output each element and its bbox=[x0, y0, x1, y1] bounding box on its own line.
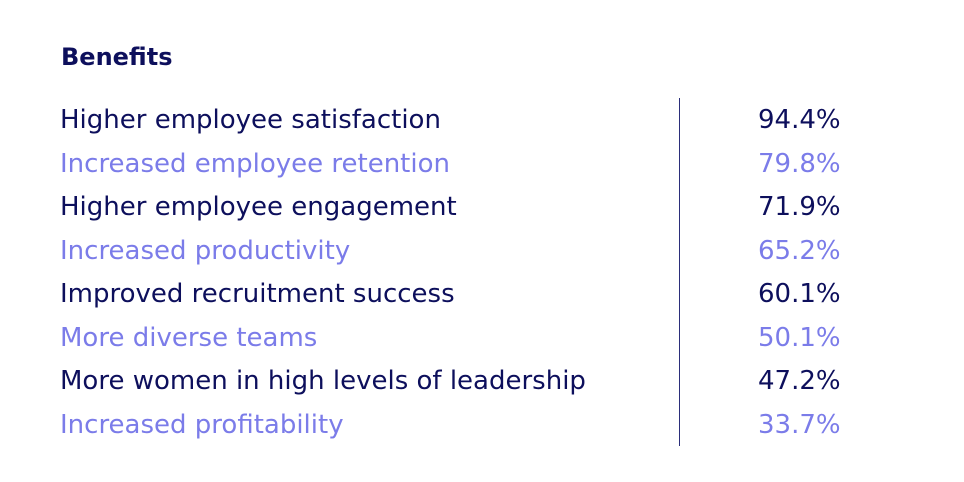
table-row: Higher employee engagement 71.9% bbox=[0, 186, 964, 230]
benefit-percentage: 71.9% bbox=[758, 192, 841, 222]
table-title: Benefits bbox=[61, 43, 173, 71]
benefit-percentage: 50.1% bbox=[758, 322, 841, 353]
table-row: Higher employee satisfaction 94.4% bbox=[0, 99, 964, 143]
table-row: More diverse teams 50.1% bbox=[0, 317, 964, 361]
benefit-label: Improved recruitment success bbox=[60, 279, 455, 309]
benefits-table: Higher employee satisfaction 94.4% Increas… bbox=[0, 99, 964, 447]
benefit-label: Increased employee retention bbox=[60, 148, 450, 179]
benefit-percentage: 65.2% bbox=[758, 235, 841, 266]
table-row: More women in high levels of leadership 4… bbox=[0, 360, 964, 404]
benefit-label: Higher employee satisfaction bbox=[60, 105, 441, 135]
benefit-percentage: 60.1% bbox=[758, 279, 841, 309]
benefit-label: More women in high levels of leadership bbox=[60, 366, 586, 396]
benefit-percentage: 94.4% bbox=[758, 105, 841, 135]
benefit-label: Higher employee engagement bbox=[60, 192, 457, 222]
benefit-label: Increased productivity bbox=[60, 235, 351, 266]
benefit-percentage: 47.2% bbox=[758, 366, 841, 396]
benefit-percentage: 79.8% bbox=[758, 148, 841, 179]
benefit-label: More diverse teams bbox=[60, 322, 318, 353]
table-row: Increased employee retention 79.8% bbox=[0, 143, 964, 187]
table-row: Improved recruitment success 60.1% bbox=[0, 273, 964, 317]
table-row: Increased profitability 33.7% bbox=[0, 404, 964, 448]
column-divider bbox=[679, 98, 680, 446]
table-row: Increased productivity 65.2% bbox=[0, 230, 964, 274]
benefit-label: Increased profitability bbox=[60, 409, 344, 440]
benefit-percentage: 33.7% bbox=[758, 409, 841, 440]
